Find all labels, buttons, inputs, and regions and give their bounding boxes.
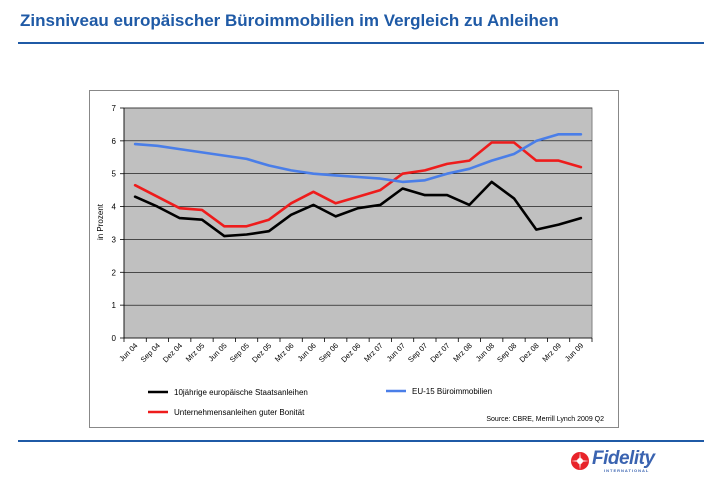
y-tick-label: 1 xyxy=(112,301,117,310)
series-line-3 xyxy=(133,133,583,184)
logo-tagline: INTERNATIONAL xyxy=(604,468,650,473)
x-tick-label: Mrz 06 xyxy=(273,341,296,364)
x-tick-label: Mrz 08 xyxy=(451,341,474,364)
x-tick-label: Mrz 09 xyxy=(540,341,563,364)
x-tick-label: Dez 08 xyxy=(518,341,541,364)
x-tick-label: Sep 04 xyxy=(139,341,162,364)
x-tick-label: Jun 07 xyxy=(385,341,407,363)
x-tick-label: Jun 09 xyxy=(563,341,585,363)
y-tick-label: 4 xyxy=(112,203,117,212)
x-tick-label: Jun 05 xyxy=(206,341,228,363)
x-tick-label: Dez 06 xyxy=(339,341,362,364)
plot-area xyxy=(123,107,593,339)
y-tick-label: 5 xyxy=(112,170,117,179)
x-tick-label: Sep 07 xyxy=(406,341,429,364)
x-tick-label: Jun 06 xyxy=(296,341,318,363)
page-title: Zinsniveau europäischer Büroimmobilien i… xyxy=(20,11,559,30)
y-tick-label: 0 xyxy=(112,334,117,343)
y-tick-label: 6 xyxy=(112,137,117,146)
x-tick-label: Jun 04 xyxy=(117,341,139,363)
x-tick-label: Sep 08 xyxy=(495,341,518,364)
series-line-2 xyxy=(133,141,583,228)
y-tick-label: 7 xyxy=(112,104,117,113)
series-group xyxy=(133,133,583,238)
y-axis: 0 1 2 3 4 5 6 7 xyxy=(112,104,592,343)
legend-label: 10jährige europäische Staatsanleihen xyxy=(174,388,308,397)
x-axis: Jun 04 Sep 04 Dez 04 Mrz 05 Jun 05 Sep 05 Dez … xyxy=(117,337,593,364)
x-tick-label: Mrz 07 xyxy=(362,341,385,364)
legend: 10jährige europäische Staatsanleihen Unte… xyxy=(148,387,492,417)
x-tick-label: Jun 08 xyxy=(474,341,496,363)
plot-background xyxy=(123,107,593,339)
source-note: Source: CBRE, Merrill Lynch 2009 Q2 xyxy=(486,416,604,423)
y-tick-label: 3 xyxy=(112,235,117,244)
logo-wordmark: Fidelity xyxy=(592,448,655,469)
x-tick-label: Sep 06 xyxy=(317,341,340,364)
fidelity-logo-icon xyxy=(571,452,589,470)
header-divider xyxy=(18,42,704,44)
x-tick-label: Sep 05 xyxy=(228,341,251,364)
series-line-1 xyxy=(133,180,583,238)
x-tick-label: Mrz 05 xyxy=(184,341,207,364)
x-tick-label: Dez 04 xyxy=(161,341,184,364)
fidelity-logo: Fidelity INTERNATIONAL xyxy=(570,448,690,473)
y-tick-label: 2 xyxy=(112,268,117,277)
y-axis-label: in Prozent xyxy=(96,203,105,240)
x-tick-label: Dez 05 xyxy=(250,341,273,364)
footer-divider xyxy=(18,440,704,442)
legend-label: EU-15 Büroimmobilien xyxy=(412,387,492,396)
x-tick-label: Dez 07 xyxy=(428,341,451,364)
legend-label: Unternehmensanleihen guter Bonität xyxy=(174,408,305,417)
